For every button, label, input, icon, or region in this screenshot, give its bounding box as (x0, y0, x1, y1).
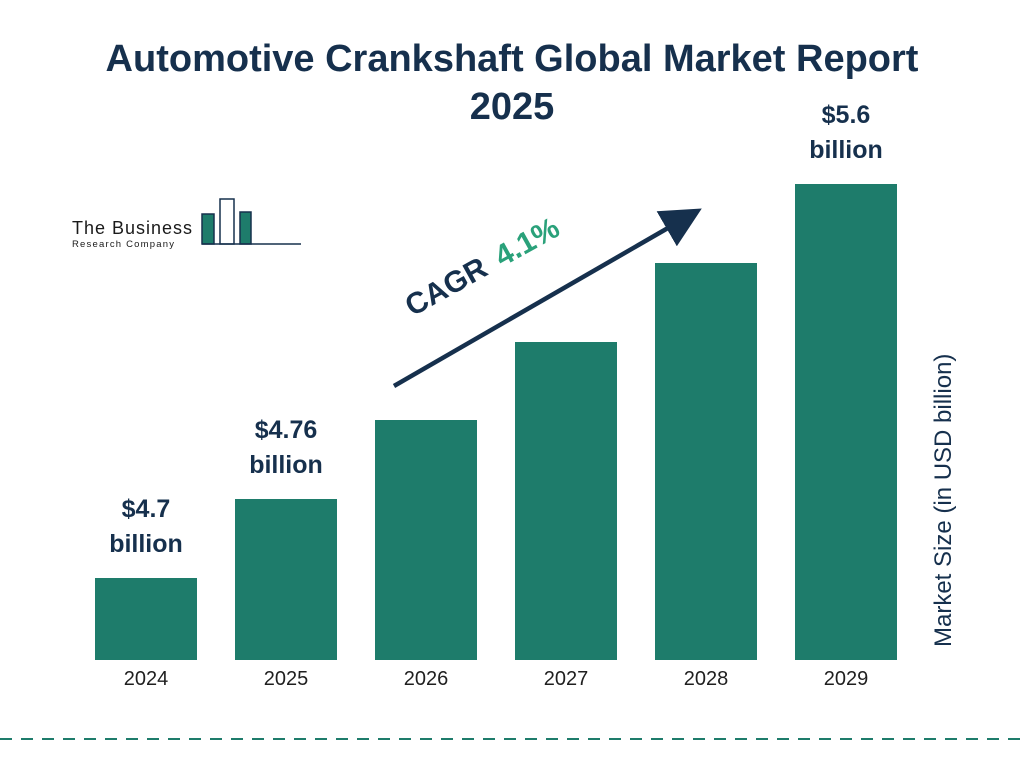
bar-group-2028 (655, 263, 757, 660)
bar-2027 (515, 342, 617, 660)
bar-2024 (95, 578, 197, 660)
value-label-2024: $4.7 billion (109, 495, 183, 558)
x-axis-label-2025: 2025 (263, 668, 309, 690)
x-axis-label-2026: 2026 (403, 668, 449, 690)
x-axis-label-2024: 2024 (123, 668, 169, 690)
bar-2028 (655, 263, 757, 660)
page-title-line1: Automotive Crankshaft Global Market Repo… (105, 38, 919, 80)
bar-group-2029: $5.6 billion (795, 98, 897, 660)
x-axis-label-2029: 2029 (823, 668, 869, 690)
x-axis-labels: 2024 2025 2026 2027 2028 2029 (95, 668, 897, 691)
x-axis-label-2028: 2028 (683, 668, 729, 690)
bar-group-2027 (515, 342, 617, 660)
y-axis-label: Market Size (in USD billion) (930, 353, 957, 647)
page-title-line2: 2025 (469, 85, 555, 128)
value-label-2029: $5.6 billion (809, 101, 883, 164)
value-label-2025: $4.76 billion (249, 416, 323, 479)
bottom-dashed-divider (0, 738, 1024, 740)
bar-2026 (375, 420, 477, 660)
bar-group-2026 (375, 420, 477, 660)
bar-2025 (235, 499, 337, 660)
page-title: Automotive Crankshaft Global Market Repo… (0, 36, 1024, 131)
logo-subtitle: Research Company (72, 239, 176, 250)
bar-group-2024: $4.7 billion (95, 492, 197, 660)
bar-chart: $4.7 billion $4.76 billion $5.6 billion (95, 98, 897, 660)
logo-bars-icon (201, 198, 302, 245)
company-logo: The Business Research Company (72, 196, 303, 260)
bar-2029 (795, 184, 897, 660)
x-axis-label-2027: 2027 (543, 668, 589, 690)
bar-group-2025: $4.76 billion (235, 413, 337, 660)
logo-name: The Business (72, 218, 194, 238)
company-logo-text: The Business Research Company (72, 218, 193, 260)
